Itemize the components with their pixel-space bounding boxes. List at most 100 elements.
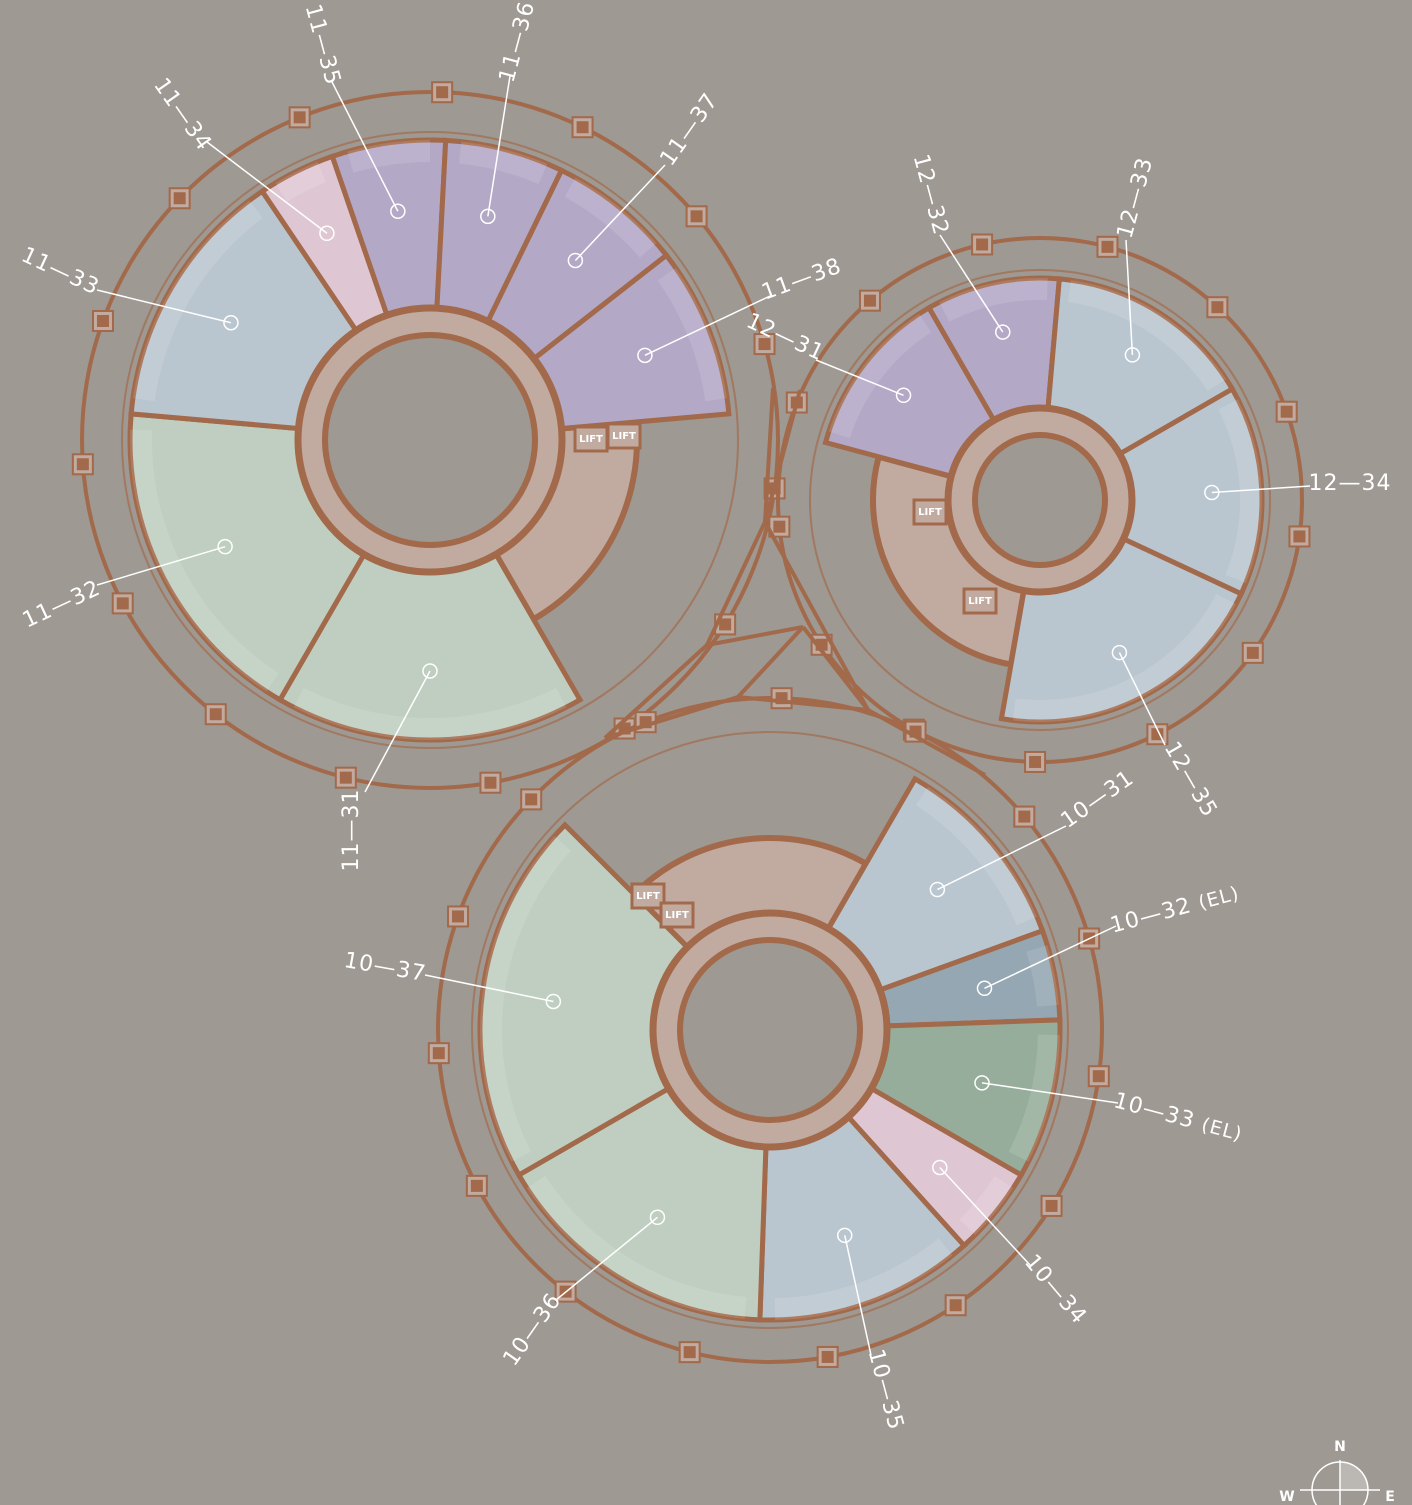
balcony — [959, 1175, 1014, 1236]
leader-line — [1211, 485, 1311, 494]
column-core — [470, 1179, 483, 1192]
unit-marker — [929, 881, 946, 898]
leader-line — [937, 825, 1067, 891]
column-core — [976, 238, 989, 251]
unit-marker — [390, 203, 406, 219]
unit-marker — [422, 663, 438, 679]
leader-line — [981, 1082, 1119, 1104]
leader-line — [96, 545, 226, 586]
lift-shaft — [573, 425, 609, 453]
unit-marker — [1204, 484, 1220, 501]
column-core — [949, 1299, 962, 1312]
balcony — [347, 140, 430, 173]
unit-number: 12—34 — [1309, 471, 1392, 496]
lift-shaft — [630, 882, 666, 910]
balcony — [564, 177, 657, 258]
unit-marker — [223, 315, 239, 331]
column-core — [863, 294, 876, 307]
unit-marker — [567, 252, 584, 269]
balcony — [459, 141, 548, 185]
column-core — [116, 597, 129, 610]
leader-line — [1125, 239, 1134, 355]
column-core — [436, 86, 449, 99]
column-core — [293, 111, 306, 124]
balcony — [657, 267, 728, 402]
unit-marker — [1124, 347, 1141, 363]
outer-ring-inner — [809, 269, 1271, 731]
lift-label: LIFT — [665, 910, 689, 921]
column-core — [1101, 240, 1114, 253]
column-core — [1045, 1199, 1058, 1212]
leader-line — [843, 1235, 872, 1356]
balcony — [275, 161, 326, 202]
unit-label: 11—31 — [339, 789, 364, 872]
leader-line — [644, 295, 771, 357]
lift-shaft — [659, 901, 695, 929]
leader-line — [984, 925, 1117, 989]
unit-marker — [637, 347, 653, 364]
column-core — [683, 1346, 696, 1359]
lift-shaft — [606, 422, 642, 450]
outer-ring-inner — [121, 131, 739, 749]
unit-marker — [974, 1075, 990, 1091]
unit-marker — [995, 324, 1011, 340]
balcony — [774, 1238, 953, 1320]
compass-west: W — [1279, 1489, 1294, 1505]
column-core — [452, 910, 465, 923]
lift-label: LIFT — [636, 891, 660, 902]
leader-line — [1118, 652, 1166, 746]
unit-marker — [545, 993, 562, 1010]
balcony — [132, 200, 263, 402]
balcony — [1008, 1034, 1060, 1162]
column-core — [1211, 301, 1224, 314]
leader-line — [939, 234, 1004, 333]
lift-label: LIFT — [579, 434, 603, 445]
leader-line — [574, 164, 666, 261]
column-core — [758, 338, 771, 351]
column-core — [1018, 810, 1031, 823]
column-core — [719, 618, 732, 631]
column-core — [209, 708, 222, 721]
outer-ring — [80, 90, 780, 790]
courtyard — [322, 332, 538, 548]
column-core — [1029, 755, 1042, 768]
courtyard — [677, 937, 863, 1123]
balcony — [915, 786, 1037, 926]
balcony — [480, 835, 571, 1162]
column-core — [690, 210, 703, 223]
unit-marker — [649, 1209, 666, 1226]
column-core — [1246, 646, 1259, 659]
lift-label: LIFT — [968, 596, 992, 607]
leader-line — [424, 974, 554, 1003]
unit-marker — [217, 538, 233, 555]
column-core — [76, 458, 89, 471]
column-core — [96, 314, 109, 327]
balcony — [1067, 280, 1227, 392]
column-core — [1280, 405, 1293, 418]
balcony — [828, 313, 932, 439]
lift-label: LIFT — [612, 431, 636, 442]
unit-marker — [1111, 644, 1128, 661]
leader-line — [555, 1216, 658, 1301]
balcony — [526, 1175, 747, 1319]
balcony — [130, 429, 279, 692]
balcony — [1012, 593, 1237, 723]
column-core — [821, 1350, 834, 1363]
unit-label: 12—34 — [1309, 471, 1392, 496]
compass: N W E — [1279, 1439, 1395, 1505]
outer-ring — [436, 696, 1104, 1364]
column-core — [773, 520, 786, 533]
leader-line — [939, 1166, 1031, 1266]
column-core — [432, 1047, 445, 1060]
column-core — [1092, 1070, 1105, 1083]
leader-line — [96, 289, 232, 324]
unit-marker — [480, 208, 496, 225]
unit-number: 11—31 — [339, 789, 364, 872]
unit-marker — [319, 225, 335, 242]
compass-north: N — [1334, 1439, 1346, 1455]
leader-line — [815, 359, 904, 396]
leader-line — [487, 75, 511, 217]
courtyard — [972, 432, 1108, 568]
